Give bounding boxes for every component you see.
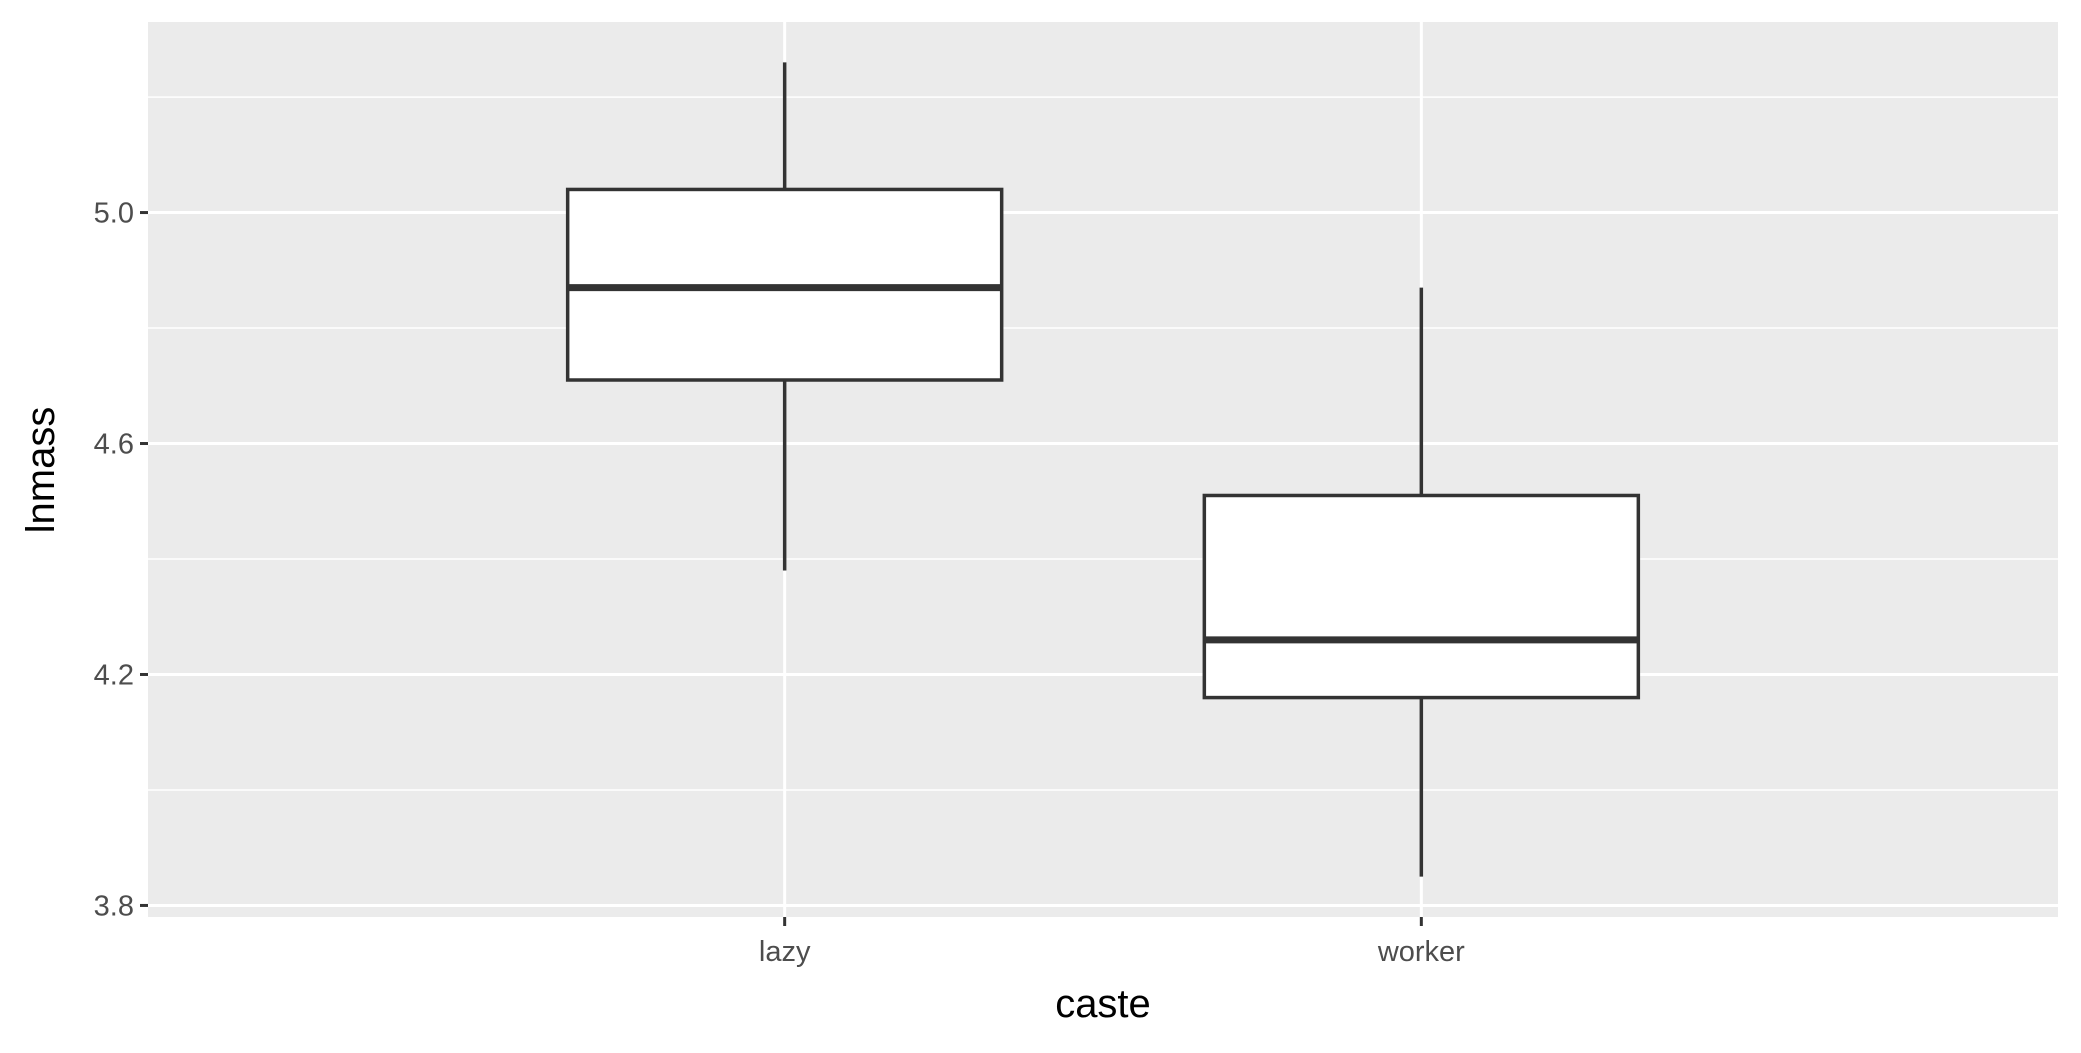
y-axis-title: lnmass [19, 407, 63, 534]
box-iqr [1202, 493, 1641, 700]
box-lazy [565, 62, 1004, 571]
x-axis: lazy worker [759, 917, 1465, 968]
y-tick-label: 3.8 [94, 890, 134, 922]
boxes [565, 62, 1641, 877]
panel-background [148, 22, 2058, 917]
x-tick-label: lazy [759, 936, 811, 968]
y-axis: 3.8 4.2 4.6 5.0 [94, 198, 148, 922]
grid-minor [148, 96, 2058, 791]
box-worker [1202, 287, 1641, 877]
y-tick-label: 4.2 [94, 659, 134, 691]
x-tick-label: worker [1377, 936, 1465, 968]
x-axis-title: caste [1055, 982, 1151, 1026]
y-tick-label: 4.6 [94, 429, 134, 461]
y-tick-label: 5.0 [94, 198, 134, 230]
